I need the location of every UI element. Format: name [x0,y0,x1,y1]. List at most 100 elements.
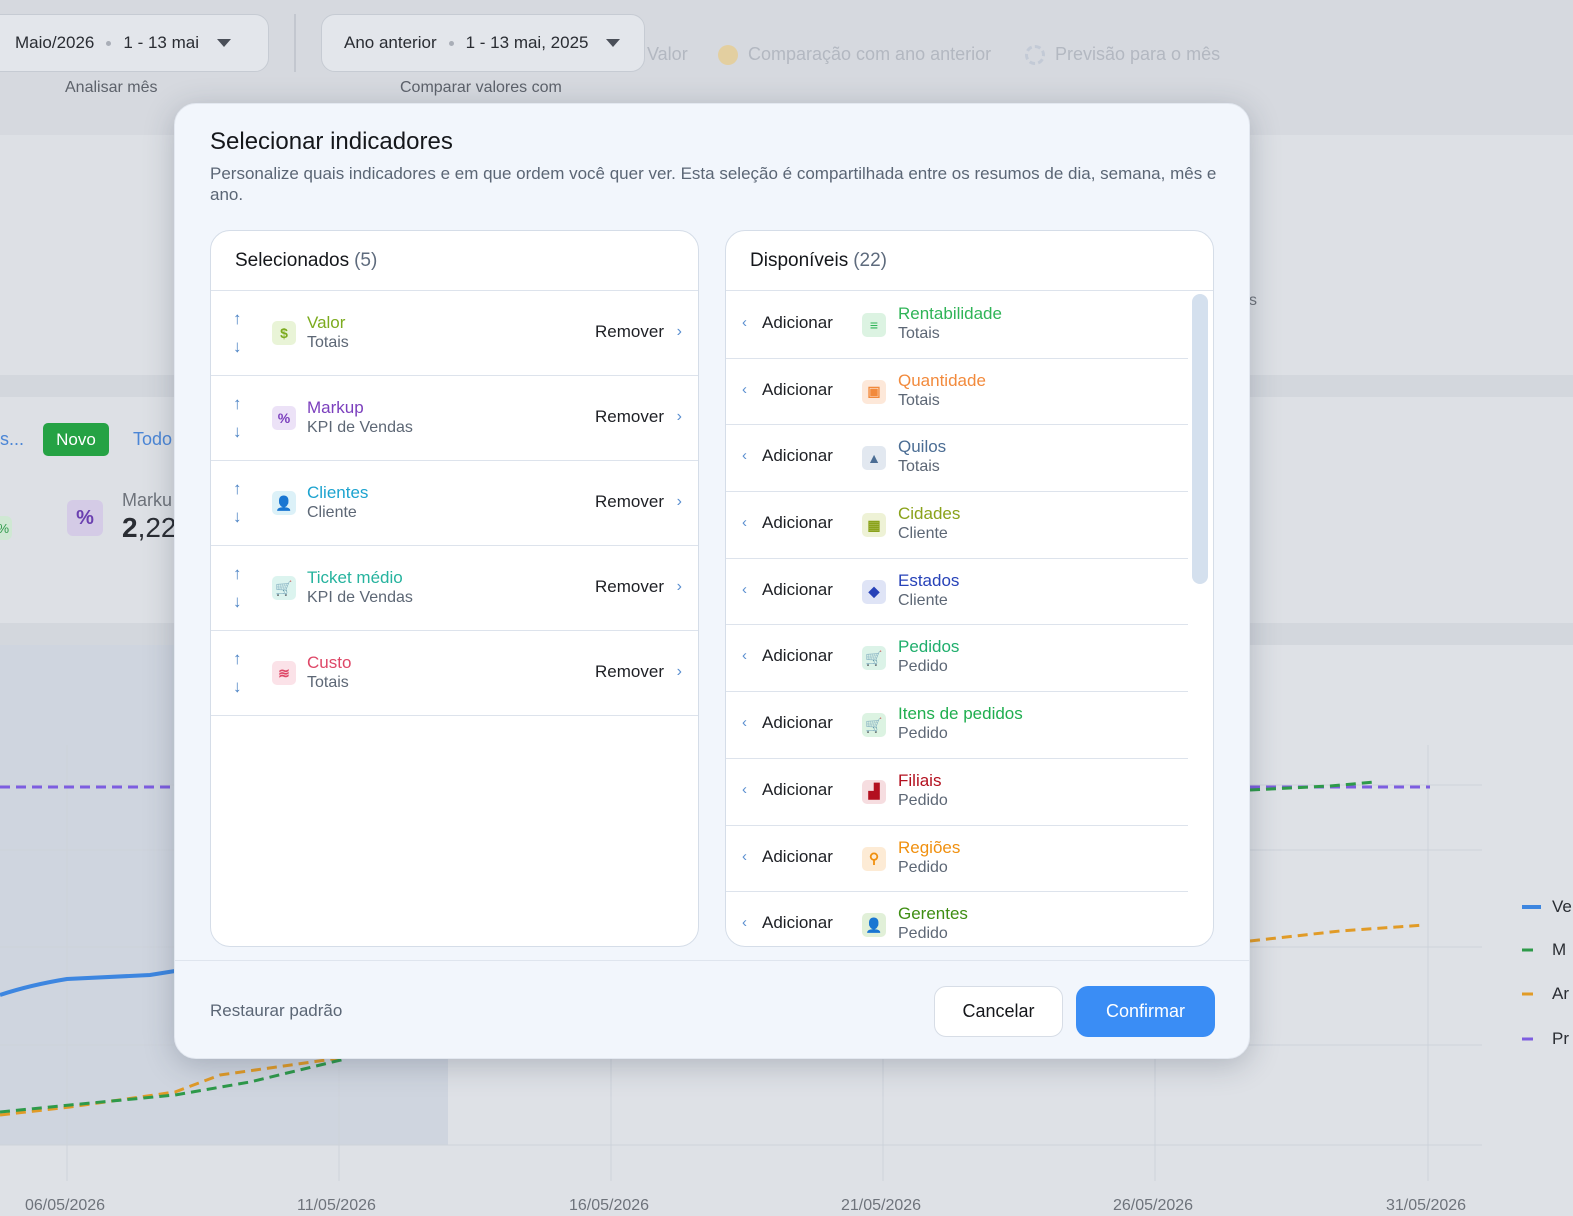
remove-button[interactable]: Remover [595,662,664,681]
arrow-up-icon[interactable]: ↑ [233,649,242,668]
available-item: ‹ Adicionar ◆ Estados Cliente [726,559,1188,626]
compare-filter-value: Ano anterior [344,33,437,52]
modal-title: Selecionar indicadores [210,128,453,155]
arrow-down-icon[interactable]: ↓ [233,337,242,356]
compare-filter[interactable]: Ano anterior 1 - 13 mai, 2025 [321,14,645,72]
x-tick-label: 31/05/2026 [1386,1197,1467,1214]
arrow-up-icon[interactable]: ↑ [233,309,242,328]
scrollbar[interactable] [1192,292,1210,946]
indicator-category: Pedido [898,725,948,743]
line-ano-anterior [0,1056,341,1117]
chevron-right-icon[interactable]: › [676,578,682,595]
add-button[interactable]: Adicionar [762,313,833,332]
indicator-category: Pedido [898,658,948,676]
add-button[interactable]: Adicionar [762,646,833,666]
selected-panel: Selecionados (5) ↑ ↓ $ Valor Totais Remover › ↑… [210,230,699,947]
scrollbar-thumb[interactable] [1192,294,1208,584]
indicator-name: Estados [898,570,960,590]
add-button[interactable]: Adicionar [762,779,833,799]
map-icon: ◆ [862,579,886,604]
chevron-left-icon[interactable]: ‹ [742,914,747,932]
available-panel-header: Disponíveis (22) [726,231,1213,291]
arrow-down-icon[interactable]: ↓ [233,422,242,441]
add-button[interactable]: Adicionar [762,579,833,599]
legend-comparacao-label: Comparação com ano anterior [748,44,992,64]
add-button[interactable]: Adicionar [762,379,833,399]
x-tick-label: 11/05/2026 [297,1197,376,1214]
month-filter-label: Analisar mês [65,79,158,96]
indicator-name: Quantidade [898,370,986,390]
remove-button[interactable]: Remover [595,577,664,596]
chevron-left-icon[interactable]: ‹ [742,714,747,732]
factory-icon: ▟ [862,779,886,804]
manager-icon: 👤 [862,913,886,938]
weight-icon: ▲ [862,446,886,471]
arrow-down-icon[interactable]: ↓ [233,592,242,611]
markup-label: Marku [122,490,173,510]
reorder-controls: ↑ ↓ [233,394,247,442]
confirm-button[interactable]: Confirmar [1076,986,1215,1037]
add-button[interactable]: Adicionar [762,446,833,466]
chevron-left-icon[interactable]: ‹ [742,647,747,665]
x-tick-label: 06/05/2026 [25,1197,106,1214]
available-panel: Disponíveis (22) ‹ Adicionar ≡ Rentabilidad… [725,230,1214,947]
modal-description: Personalize quais indicadores e em que o… [210,164,1217,204]
indicator-name: Ticket médio [307,568,403,587]
arrow-up-icon[interactable]: ↑ [233,479,242,498]
chevron-right-icon[interactable]: › [676,323,682,340]
cancel-button[interactable]: Cancelar [934,986,1063,1037]
arrow-up-icon[interactable]: ↑ [233,394,242,413]
month-filter[interactable]: Maio/2026 1 - 13 mai [0,14,269,72]
add-button[interactable]: Adicionar [762,846,833,866]
legend-right-marks [1522,905,1541,1041]
selected-count: (5) [354,249,378,271]
separator-dot [448,40,454,46]
building-icon: ▦ [862,513,886,538]
legend-previsao[interactable]: Previsão para o mês [1025,44,1220,65]
chevron-left-icon[interactable]: ‹ [742,447,747,465]
x-tick-label: 21/05/2026 [841,1197,922,1214]
selected-item: ↑ ↓ ≋ Custo Totais Remover › [211,631,698,716]
legend-previsao-label: Previsão para o mês [1055,44,1221,64]
selected-item: ↑ ↓ 🛒 Ticket médio KPI de Vendas Remover › [211,546,698,631]
indicator-category: Pedido [898,858,948,876]
arrow-down-icon[interactable]: ↓ [233,677,242,696]
restore-default-button[interactable]: Restaurar padrão [210,1001,343,1020]
available-count: (22) [853,249,888,271]
money-stack-icon: ≡ [862,313,886,337]
chevron-left-icon[interactable]: ‹ [742,847,747,865]
selected-title: Selecionados [235,249,350,271]
legend-right-label: Ar [1552,984,1569,1003]
chevron-left-icon[interactable]: ‹ [742,314,747,331]
new-badge[interactable]: Novo [43,423,109,456]
legend-right-label: M [1552,940,1567,959]
selected-item: ↑ ↓ 👤 Clientes Cliente Remover › [211,461,698,546]
arrow-down-icon[interactable]: ↓ [233,507,242,526]
remove-button[interactable]: Remover [595,492,664,511]
indicator-category: Pedido [898,791,948,809]
regions-icon: ⚲ [862,846,886,871]
chevron-left-icon[interactable]: ‹ [742,780,747,798]
legend-comparacao[interactable]: Comparação com ano anterior [718,44,991,65]
chevron-left-icon[interactable]: ‹ [742,380,747,398]
arrow-up-icon[interactable]: ↑ [233,564,242,583]
add-button[interactable]: Adicionar [762,513,833,533]
remove-button[interactable]: Remover [595,322,664,341]
remove-button[interactable]: Remover [595,407,664,426]
chevron-down-icon [606,39,621,47]
all-link[interactable]: Todo [133,429,173,449]
indicator-name: Rentabilidade [898,304,1002,323]
legend-valor[interactable]: Valor [647,44,688,65]
add-button[interactable]: Adicionar [762,713,833,733]
chevron-right-icon[interactable]: › [676,663,682,680]
indicator-name: Custo [307,653,352,672]
cut-link[interactable]: s... [0,429,25,449]
chevron-right-icon[interactable]: › [676,493,682,510]
add-button[interactable]: Adicionar [762,913,833,933]
markup-value: 2,22 [122,512,177,543]
chevron-left-icon[interactable]: ‹ [742,580,747,598]
chevron-right-icon[interactable]: › [676,408,682,425]
month-filter-range: 1 - 13 mai [123,33,199,52]
chevron-left-icon[interactable]: ‹ [742,514,747,532]
indicator-category: KPI de Vendas [307,419,413,436]
